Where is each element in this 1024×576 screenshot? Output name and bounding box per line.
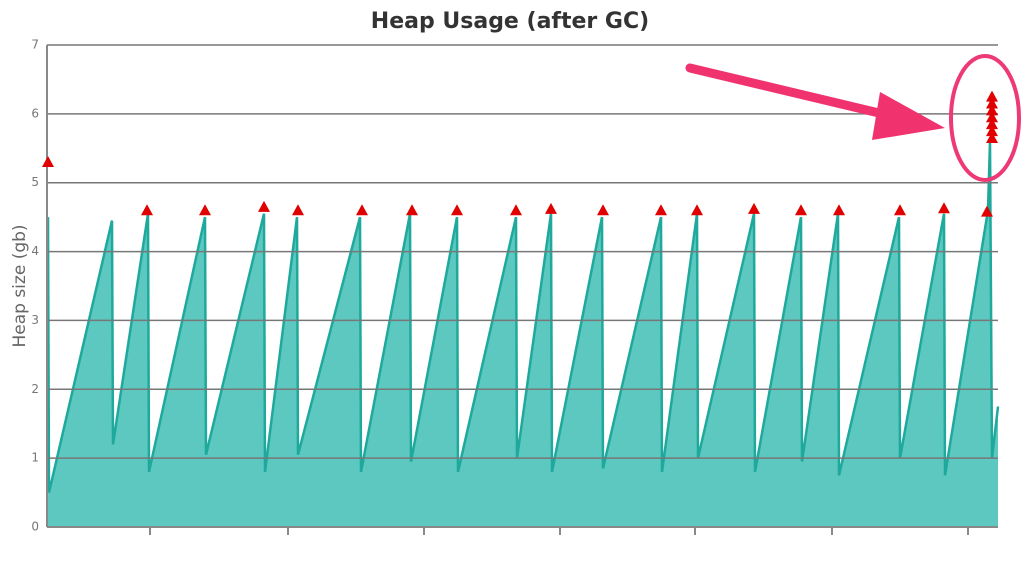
y-tick-label: 2 <box>31 382 39 396</box>
peak-marker <box>451 204 463 216</box>
peak-marker <box>894 204 906 216</box>
plot: 0 1 2 3 4 5 6 7 <box>31 38 1000 535</box>
peak-marker <box>42 156 54 168</box>
peak-marker <box>258 200 270 212</box>
peak-marker <box>986 111 998 123</box>
y-tick-label: 3 <box>31 313 39 327</box>
peak-marker <box>938 202 950 214</box>
chart-title: Heap Usage (after GC) <box>371 9 649 34</box>
annotation <box>685 54 1021 182</box>
area-fill <box>48 141 998 527</box>
peak-marker <box>199 204 211 216</box>
y-axis-label: Heap size (gb) <box>10 224 30 347</box>
peak-marker <box>986 125 998 137</box>
peak-marker <box>356 204 368 216</box>
area-line <box>46 141 1000 493</box>
peak-marker <box>748 202 760 214</box>
peak-marker <box>545 202 557 214</box>
arrow-head <box>872 92 945 140</box>
peak-marker <box>510 204 522 216</box>
peak-marker <box>986 118 998 130</box>
peak-marker <box>986 90 998 102</box>
peak-marker <box>795 204 807 216</box>
peak-marker <box>986 104 998 116</box>
peak-marker <box>986 97 998 109</box>
highlight-circle <box>949 54 1021 182</box>
y-tick-label: 7 <box>31 38 39 52</box>
peak-marker <box>691 204 703 216</box>
peak-marker <box>292 204 304 216</box>
peak-marker <box>981 205 993 217</box>
peak-marker <box>986 131 998 143</box>
peak-marker <box>833 204 845 216</box>
y-tick-label: 5 <box>31 175 39 189</box>
arrow-shaft <box>685 63 905 123</box>
peak-marker <box>655 204 667 216</box>
y-tick-label: 1 <box>31 451 39 465</box>
y-tick-label: 0 <box>31 520 39 534</box>
y-tick-label: 4 <box>31 244 39 258</box>
peak-marker <box>406 204 418 216</box>
y-tick-label: 6 <box>31 106 39 120</box>
peak-marker <box>141 204 153 216</box>
peak-marker <box>597 204 609 216</box>
